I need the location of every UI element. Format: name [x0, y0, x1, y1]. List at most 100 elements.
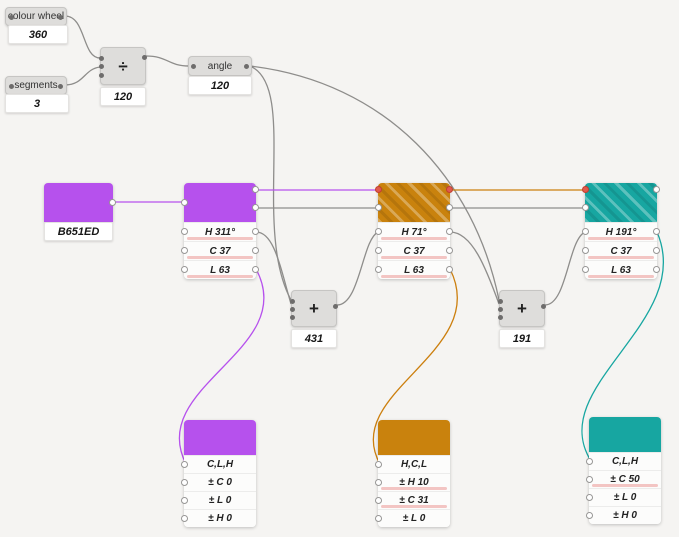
- orange-adjust-row-2-slider[interactable]: [381, 505, 447, 508]
- hex-colour-node[interactable]: B651ED: [44, 183, 116, 241]
- colour-wheel-value[interactable]: 360: [8, 25, 68, 44]
- colour-wheel-input-port[interactable]: [9, 15, 14, 20]
- orange-luma-row[interactable]: L 63: [375, 260, 453, 279]
- add-2-input-port-1[interactable]: [498, 299, 503, 304]
- hex-colour-output-port[interactable]: [109, 199, 116, 206]
- angle-value[interactable]: 120: [188, 76, 252, 95]
- orange-hcl-swatch[interactable]: [375, 183, 453, 222]
- orange-adjust-row-2-port[interactable]: [375, 497, 382, 504]
- teal-adjust-order-row[interactable]: C,L,H: [586, 452, 661, 470]
- purple-adjust-order-row[interactable]: C,L,H: [181, 455, 256, 473]
- orange-data-input-port[interactable]: [375, 204, 382, 211]
- orange-hue-row[interactable]: H 71°: [375, 222, 453, 241]
- teal-adjust-row-2-port[interactable]: [586, 494, 593, 501]
- purple-adjust-swatch[interactable]: [184, 420, 256, 455]
- teal-hcl-swatch[interactable]: [582, 183, 660, 222]
- teal-adjust-row-1-port[interactable]: [586, 476, 593, 483]
- add-node-2[interactable]: + 191: [498, 290, 546, 348]
- teal-luma-slider[interactable]: [588, 275, 654, 278]
- divide-body[interactable]: ÷: [99, 47, 147, 85]
- orange-adjust-row-2[interactable]: ± C 31: [375, 491, 450, 509]
- orange-hcl-node[interactable]: H 71° C 37 L 63: [375, 183, 453, 279]
- purple-hcl-swatch[interactable]: [181, 183, 259, 222]
- teal-chroma-row[interactable]: C 37: [582, 241, 660, 260]
- segments-node[interactable]: segments 3: [5, 76, 69, 113]
- purple-chroma-input-port[interactable]: [181, 247, 188, 254]
- purple-hcl-node[interactable]: H 311° C 37 L 63: [181, 183, 259, 279]
- orange-luma-input-port[interactable]: [375, 266, 382, 273]
- add-1-body[interactable]: +: [290, 290, 338, 327]
- orange-adjust-row-1[interactable]: ± H 10: [375, 473, 450, 491]
- purple-chroma-row[interactable]: C 37: [181, 241, 259, 260]
- orange-adjust-row-1-slider[interactable]: [381, 487, 447, 490]
- divide-node[interactable]: ÷ 120: [99, 47, 147, 106]
- purple-colour-input-port[interactable]: [181, 199, 188, 206]
- teal-colour-input-port[interactable]: [582, 186, 589, 193]
- purple-luma-output-port[interactable]: [252, 266, 259, 273]
- orange-chroma-row[interactable]: C 37: [375, 241, 453, 260]
- teal-luma-row[interactable]: L 63: [582, 260, 660, 279]
- teal-hue-row[interactable]: H 191°: [582, 222, 660, 241]
- colour-wheel-node[interactable]: colour wheel 360: [5, 7, 69, 44]
- angle-node[interactable]: angle 120: [188, 56, 252, 95]
- teal-adjust-colour-input-port[interactable]: [586, 458, 593, 465]
- purple-adjust-row-2-port[interactable]: [181, 497, 188, 504]
- orange-adjust-node[interactable]: H,C,L ± H 10 ± C 31 ± L 0: [375, 420, 450, 527]
- orange-data-output-port[interactable]: [446, 204, 453, 211]
- orange-adjust-row-3-port[interactable]: [375, 515, 382, 522]
- add-2-value[interactable]: 191: [499, 329, 545, 348]
- purple-luma-input-port[interactable]: [181, 266, 188, 273]
- segments-value[interactable]: 3: [5, 94, 69, 113]
- teal-hue-slider[interactable]: [588, 237, 654, 240]
- orange-chroma-output-port[interactable]: [446, 247, 453, 254]
- add-2-input-port-3[interactable]: [498, 315, 503, 320]
- orange-colour-input-port[interactable]: [375, 186, 382, 193]
- teal-adjust-node[interactable]: C,L,H ± C 50 ± L 0 ± H 0: [586, 417, 661, 524]
- segments-output-port[interactable]: [58, 84, 63, 89]
- add-2-input-port-2[interactable]: [498, 307, 503, 312]
- orange-adjust-order-row[interactable]: H,C,L: [375, 455, 450, 473]
- divide-input-port-3[interactable]: [99, 73, 104, 78]
- orange-hue-output-port[interactable]: [446, 228, 453, 235]
- orange-adjust-row-3[interactable]: ± L 0: [375, 509, 450, 527]
- purple-adjust-row-1[interactable]: ± C 0: [181, 473, 256, 491]
- teal-adjust-swatch[interactable]: [589, 417, 661, 452]
- divide-value[interactable]: 120: [100, 87, 146, 106]
- teal-hue-output-port[interactable]: [653, 228, 660, 235]
- add-1-input-port-2[interactable]: [290, 307, 295, 312]
- teal-adjust-row-1[interactable]: ± C 50: [586, 470, 661, 488]
- purple-chroma-output-port[interactable]: [252, 247, 259, 254]
- teal-chroma-output-port[interactable]: [653, 247, 660, 254]
- purple-colour-output-port[interactable]: [252, 186, 259, 193]
- angle-header[interactable]: angle: [188, 56, 252, 76]
- divide-output-port[interactable]: [142, 55, 147, 60]
- teal-adjust-row-1-slider[interactable]: [592, 484, 658, 487]
- orange-hue-slider[interactable]: [381, 237, 447, 240]
- add-1-value[interactable]: 431: [291, 329, 337, 348]
- orange-chroma-input-port[interactable]: [375, 247, 382, 254]
- add-1-input-port-3[interactable]: [290, 315, 295, 320]
- orange-adjust-colour-input-port[interactable]: [375, 461, 382, 468]
- divide-input-port-1[interactable]: [99, 56, 104, 61]
- colour-wheel-header[interactable]: colour wheel: [5, 7, 67, 26]
- add-1-input-port-1[interactable]: [290, 299, 295, 304]
- purple-luma-row[interactable]: L 63: [181, 260, 259, 279]
- purple-hue-row[interactable]: H 311°: [181, 222, 259, 241]
- teal-chroma-input-port[interactable]: [582, 247, 589, 254]
- angle-input-port[interactable]: [191, 64, 196, 69]
- purple-luma-slider[interactable]: [187, 275, 253, 278]
- teal-hue-input-port[interactable]: [582, 228, 589, 235]
- segments-input-port[interactable]: [9, 84, 14, 89]
- purple-data-output-port[interactable]: [252, 204, 259, 211]
- purple-adjust-colour-input-port[interactable]: [181, 461, 188, 468]
- purple-adjust-row-3-port[interactable]: [181, 515, 188, 522]
- hex-colour-swatch[interactable]: [44, 183, 116, 222]
- add-1-output-port[interactable]: [333, 304, 338, 309]
- orange-chroma-slider[interactable]: [381, 256, 447, 259]
- add-node-1[interactable]: + 431: [290, 290, 338, 348]
- purple-adjust-row-2[interactable]: ± L 0: [181, 491, 256, 509]
- orange-adjust-row-1-port[interactable]: [375, 479, 382, 486]
- teal-luma-output-port[interactable]: [653, 266, 660, 273]
- purple-chroma-slider[interactable]: [187, 256, 253, 259]
